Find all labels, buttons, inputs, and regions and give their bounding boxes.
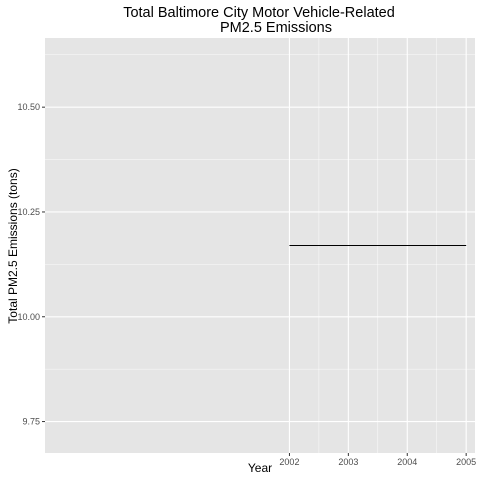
x-axis: 2002 2003 2004 2005 bbox=[279, 453, 476, 467]
chart-title-line-2: PM2.5 Emissions bbox=[220, 20, 332, 36]
x-tick-label: 2005 bbox=[456, 457, 476, 467]
y-tick-label: 10.50 bbox=[17, 102, 40, 112]
x-tick-label: 2002 bbox=[279, 457, 299, 467]
chart-title-line-1: Total Baltimore City Motor Vehicle-Relat… bbox=[123, 5, 395, 21]
x-axis-title: Year bbox=[248, 461, 272, 475]
y-axis: 9.75 10.00 10.25 10.50 bbox=[17, 102, 45, 427]
x-tick-label: 2004 bbox=[397, 457, 417, 467]
y-tick-label: 9.75 bbox=[22, 417, 40, 427]
y-tick-label: 10.00 bbox=[17, 312, 40, 322]
x-tick-label: 2003 bbox=[338, 457, 358, 467]
y-tick-label: 10.25 bbox=[17, 207, 40, 217]
chart-title: Total Baltimore City Motor Vehicle-Relat… bbox=[123, 5, 395, 36]
y-axis-title: Total PM2.5 Emissions (tons) bbox=[6, 168, 20, 323]
